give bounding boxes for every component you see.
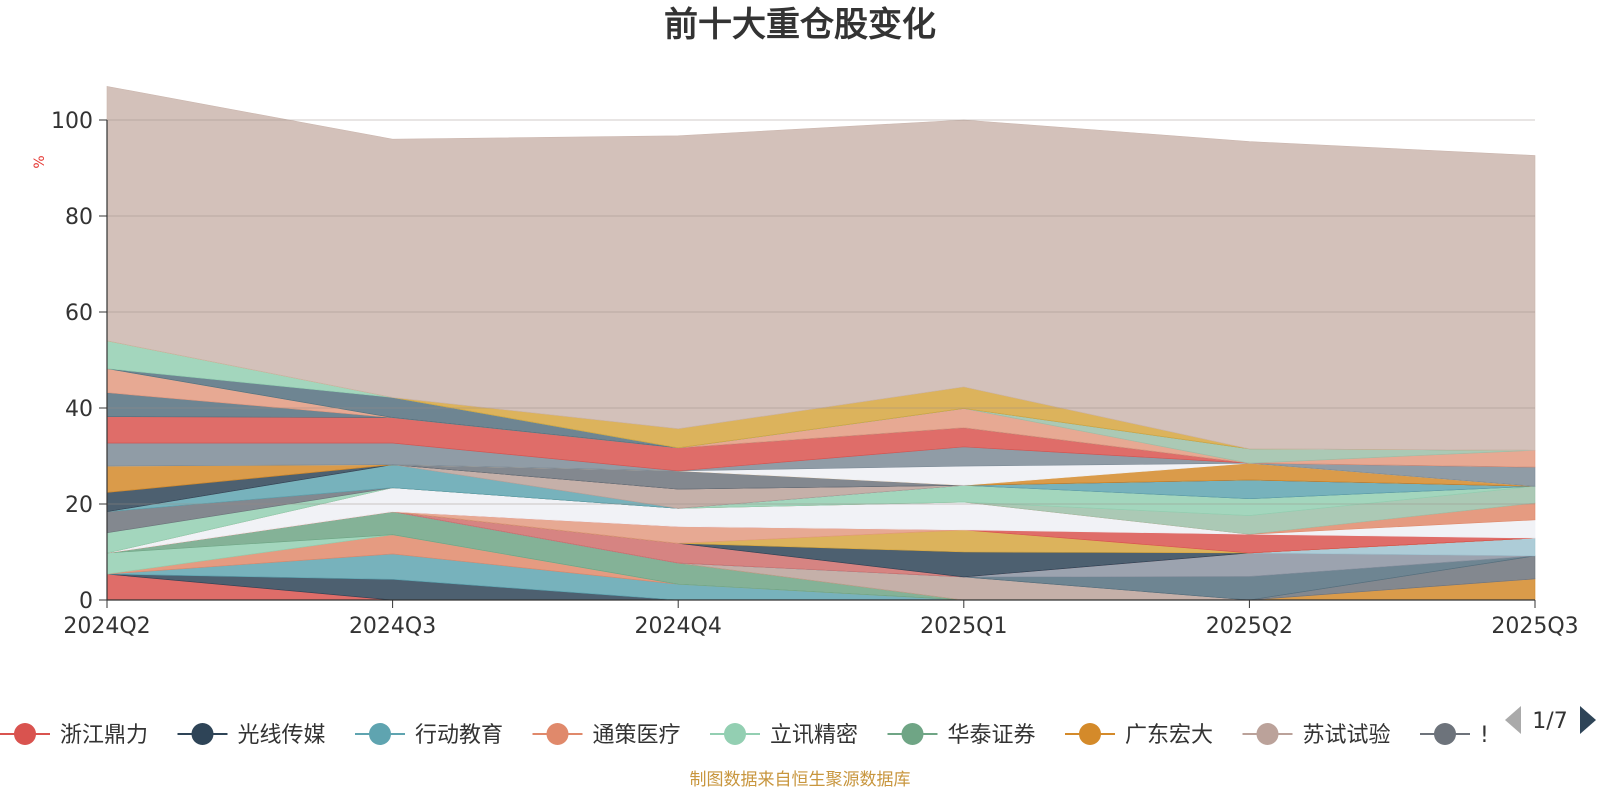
legend: 浙江鼎力 光线传媒 行动教育 通策医疗 立讯精密 华泰证券 广东宏大 苏试试验! bbox=[0, 723, 1489, 748]
y-tick-label: 60 bbox=[65, 301, 93, 326]
legend-item[interactable]: 浙江鼎力 bbox=[0, 723, 148, 748]
x-tick-label: 2025Q3 bbox=[1491, 614, 1578, 639]
legend-marker-icon bbox=[546, 723, 569, 745]
legend-label: 通策医疗 bbox=[593, 723, 681, 748]
gridlines bbox=[107, 119, 1535, 505]
legend-item[interactable]: 广东宏大 bbox=[1065, 723, 1213, 748]
legend-marker-icon bbox=[901, 723, 924, 745]
y-tick-label: 0 bbox=[79, 589, 93, 614]
y-tick-label: 80 bbox=[65, 205, 93, 230]
legend-label: 苏试试验 bbox=[1303, 723, 1391, 748]
prev-page-icon[interactable] bbox=[1505, 706, 1521, 734]
legend-label: 广东宏大 bbox=[1125, 723, 1213, 748]
chart-title: 前十大重仓股变化 bbox=[664, 5, 936, 45]
y-axis-unit: % bbox=[32, 155, 48, 168]
x-tick-label: 2025Q2 bbox=[1206, 614, 1293, 639]
y-tick-label: 20 bbox=[65, 493, 93, 518]
legend-label: 浙江鼎力 bbox=[60, 723, 148, 748]
legend-label: 立讯精密 bbox=[770, 723, 858, 748]
legend-marker-icon bbox=[14, 723, 36, 745]
legend-item[interactable]: 立讯精密 bbox=[710, 723, 858, 748]
area-layers bbox=[106, 86, 1536, 601]
legend-item[interactable]: 苏试试验 bbox=[1242, 723, 1391, 748]
legend-label: 行动教育 bbox=[415, 723, 503, 748]
legend-pager: 1/7 bbox=[1505, 706, 1596, 734]
legend-marker-icon bbox=[1434, 723, 1456, 745]
area-series-37 bbox=[106, 86, 1536, 451]
legend-marker-icon bbox=[369, 723, 391, 745]
x-tick-label: 2025Q1 bbox=[920, 614, 1007, 639]
legend-marker-icon bbox=[724, 723, 746, 745]
y-tick-label: 40 bbox=[65, 397, 93, 422]
legend-marker-icon bbox=[191, 723, 214, 745]
next-page-icon[interactable] bbox=[1580, 706, 1596, 734]
legend-item[interactable]: 行动教育 bbox=[355, 723, 503, 748]
x-tick-label: 2024Q3 bbox=[349, 614, 436, 639]
legend-label: 光线传媒 bbox=[238, 723, 326, 748]
x-tick-label: 2024Q4 bbox=[635, 614, 722, 639]
legend-label: ! bbox=[1480, 723, 1489, 748]
axes: 0 20 40 60 80 100 2024Q2 2024Q3 2024Q4 2025Q1 2025… bbox=[51, 109, 1579, 639]
y-tick-label: 100 bbox=[51, 109, 93, 134]
legend-item[interactable]: 华泰证券 bbox=[887, 723, 1036, 748]
legend-item[interactable]: 通策医疗 bbox=[532, 723, 681, 748]
legend-label: 华泰证券 bbox=[948, 723, 1036, 748]
legend-marker-icon bbox=[1256, 723, 1279, 745]
legend-page-indicator: 1/7 bbox=[1532, 709, 1567, 734]
x-tick-label: 2024Q2 bbox=[63, 614, 150, 639]
data-source-note: 制图数据来自恒生聚源数据库 bbox=[690, 770, 911, 790]
legend-marker-icon bbox=[1079, 723, 1101, 745]
legend-item[interactable]: 光线传媒 bbox=[177, 723, 326, 748]
legend-item[interactable]: ! bbox=[1420, 723, 1489, 748]
